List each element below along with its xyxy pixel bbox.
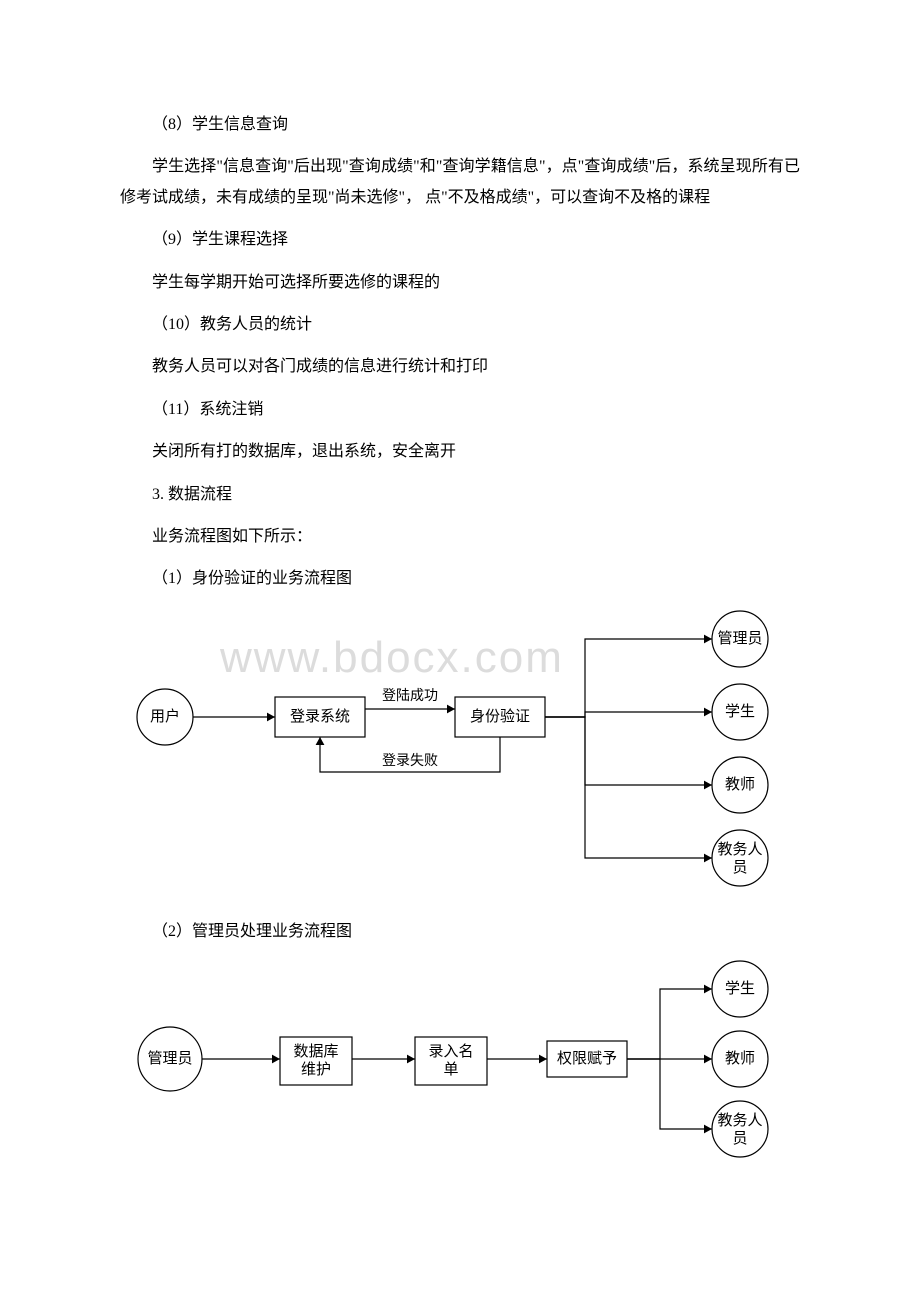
svg-text:身份验证: 身份验证 — [470, 708, 530, 725]
section-9-body: 学生每学期开始可选择所要选修的课程的 — [120, 268, 800, 298]
svg-text:登录失败: 登录失败 — [382, 753, 438, 769]
svg-text:权限赋予: 权限赋予 — [557, 1050, 617, 1067]
svg-text:员: 员 — [732, 860, 747, 876]
svg-text:学生: 学生 — [725, 703, 755, 720]
diagram-2-svg: 管理员 数据库维护 录入名单 权限赋予 学生教师教务人员 — [120, 959, 800, 1159]
svg-text:维护: 维护 — [301, 1061, 331, 1078]
diagram-2-title: （2）管理员处理业务流程图 — [120, 917, 800, 947]
svg-text:管理员: 管理员 — [147, 1050, 192, 1067]
svg-text:教务人: 教务人 — [717, 841, 762, 858]
section-10-title: （10）教务人员的统计 — [120, 310, 800, 340]
svg-text:教务人: 教务人 — [717, 1112, 762, 1129]
svg-text:用户: 用户 — [150, 708, 180, 725]
svg-text:学生: 学生 — [725, 980, 755, 997]
svg-text:登陆成功: 登陆成功 — [382, 688, 438, 704]
svg-text:登录系统: 登录系统 — [290, 708, 350, 725]
section-8-title: （8）学生信息查询 — [120, 110, 800, 140]
section-10-body: 教务人员可以对各门成绩的信息进行统计和打印 — [120, 352, 800, 382]
diagram-1-container: www.bdocx.com 登陆成功登录失败用户登录系统身份验证管理员学生教师教… — [120, 607, 800, 887]
svg-text:员: 员 — [732, 1131, 747, 1147]
svg-text:教师: 教师 — [725, 1050, 755, 1067]
section-11-body: 关闭所有打的数据库，退出系统，安全离开 — [120, 437, 800, 467]
section-9-title: （9）学生课程选择 — [120, 225, 800, 255]
section-8-body: 学生选择"信息查询"后出现"查询成绩"和"查询学籍信息"，点"查询成绩"后，系统… — [120, 152, 800, 213]
svg-text:管理员: 管理员 — [717, 630, 762, 647]
section-11-title: （11）系统注销 — [120, 395, 800, 425]
svg-text:教师: 教师 — [725, 776, 755, 793]
diagram-1-svg: 登陆成功登录失败 用户 登录系统 身份验证 管理员学生教师教务人员 — [120, 607, 800, 887]
svg-text:数据库: 数据库 — [293, 1043, 338, 1060]
section-3-intro: 业务流程图如下所示： — [120, 522, 800, 552]
svg-text:单: 单 — [443, 1061, 458, 1078]
diagram-2-container: 管理员 数据库维护 录入名单 权限赋予 学生教师教务人员 — [120, 959, 800, 1159]
svg-text:录入名: 录入名 — [428, 1043, 473, 1060]
diagram-1-title: （1）身份验证的业务流程图 — [120, 564, 800, 594]
section-3-title: 3. 数据流程 — [120, 480, 800, 510]
